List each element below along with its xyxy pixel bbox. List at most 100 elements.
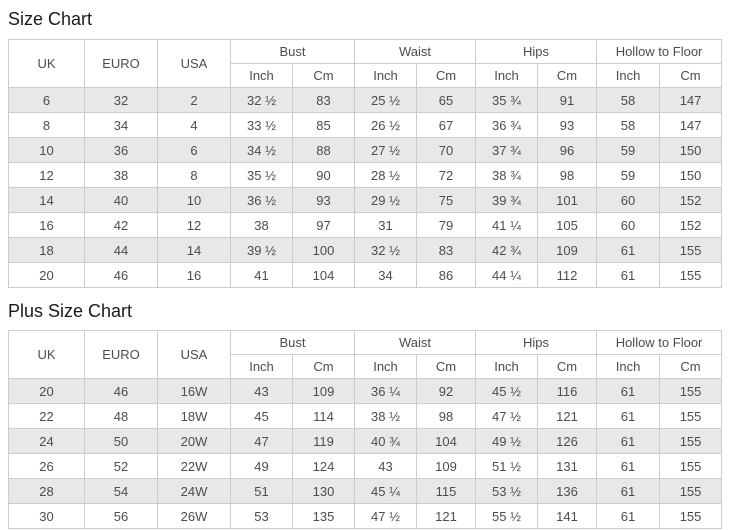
table-cell: 61 xyxy=(596,262,661,288)
table-cell: 150 xyxy=(659,137,723,163)
table-cell: 55 ½ xyxy=(475,503,539,529)
column-subheader-cm: Cm xyxy=(416,63,477,88)
size-chart-body: 6 32 2 32 ½ 83 25 ½ 65 35 ¾ 91 58 147 8 34 4 33 ½ 85 26 … xyxy=(8,87,723,288)
column-subheader-inch: Inch xyxy=(230,354,293,379)
table-cell: 36 ¾ xyxy=(475,112,539,138)
table-cell: 52 xyxy=(84,453,158,479)
table-cell: 16 xyxy=(8,212,85,238)
table-cell: 14 xyxy=(157,237,231,263)
table-cell: 150 xyxy=(659,162,723,188)
table-cell: 130 xyxy=(291,478,356,504)
table-cell: 40 ¾ xyxy=(354,428,418,454)
size-chart-table: UK EURO USA Bust Waist Hips Hollow to Fl… xyxy=(8,39,723,288)
table-cell: 37 ¾ xyxy=(475,137,539,163)
column-subheader-inch: Inch xyxy=(596,63,661,88)
table-cell: 121 xyxy=(537,403,598,429)
table-cell: 12 xyxy=(157,212,231,238)
table-cell: 155 xyxy=(659,478,723,504)
table-cell: 43 xyxy=(354,453,418,479)
column-group-waist: Waist xyxy=(354,330,477,355)
table-cell: 124 xyxy=(291,453,356,479)
table-cell: 147 xyxy=(659,87,723,113)
table-row: 16 42 12 38 97 31 79 41 ¼ 105 60 152 xyxy=(8,212,723,238)
table-cell: 83 xyxy=(416,237,477,263)
table-cell: 56 xyxy=(84,503,158,529)
table-cell: 32 ½ xyxy=(354,237,418,263)
table-cell: 42 ¾ xyxy=(475,237,539,263)
table-cell: 36 xyxy=(84,137,158,163)
column-header-usa: USA xyxy=(157,330,231,379)
table-cell: 47 ½ xyxy=(475,403,539,429)
column-subheader-cm: Cm xyxy=(291,354,356,379)
table-row: 30 56 26W 53 135 47 ½ 121 55 ½ 141 61 155 xyxy=(8,503,723,529)
table-row: 20 46 16 41 104 34 86 44 ¼ 112 61 155 xyxy=(8,262,723,288)
table-cell: 34 xyxy=(84,112,158,138)
column-subheader-inch: Inch xyxy=(354,63,418,88)
table-cell: 35 ½ xyxy=(230,162,293,188)
column-header-uk: UK xyxy=(8,39,85,88)
table-cell: 8 xyxy=(157,162,231,188)
table-cell: 155 xyxy=(659,262,723,288)
table-cell: 96 xyxy=(537,137,598,163)
column-subheader-cm: Cm xyxy=(537,63,598,88)
table-cell: 35 ¾ xyxy=(475,87,539,113)
table-cell: 26 ½ xyxy=(354,112,418,138)
table-cell: 18W xyxy=(157,403,231,429)
table-cell: 93 xyxy=(291,187,356,213)
table-cell: 25 ½ xyxy=(354,87,418,113)
table-cell: 98 xyxy=(416,403,477,429)
table-cell: 50 xyxy=(84,428,158,454)
column-header-uk: UK xyxy=(8,330,85,379)
table-cell: 24W xyxy=(157,478,231,504)
table-cell: 18 xyxy=(8,237,85,263)
table-cell: 2 xyxy=(157,87,231,113)
table-cell: 115 xyxy=(416,478,477,504)
table-cell: 12 xyxy=(8,162,85,188)
table-cell: 41 xyxy=(230,262,293,288)
table-row: 8 34 4 33 ½ 85 26 ½ 67 36 ¾ 93 58 147 xyxy=(8,112,723,138)
table-cell: 58 xyxy=(596,87,661,113)
column-subheader-cm: Cm xyxy=(659,354,723,379)
table-cell: 24 xyxy=(8,428,85,454)
table-row: 26 52 22W 49 124 43 109 51 ½ 131 61 155 xyxy=(8,453,723,479)
table-cell: 34 xyxy=(354,262,418,288)
table-cell: 38 ¾ xyxy=(475,162,539,188)
table-cell: 14 xyxy=(8,187,85,213)
table-cell: 44 xyxy=(84,237,158,263)
table-cell: 38 xyxy=(84,162,158,188)
table-cell: 61 xyxy=(596,453,661,479)
table-cell: 104 xyxy=(291,262,356,288)
table-cell: 60 xyxy=(596,212,661,238)
table-row: 24 50 20W 47 119 40 ¾ 104 49 ½ 126 61 155 xyxy=(8,428,723,454)
table-cell: 121 xyxy=(416,503,477,529)
table-cell: 58 xyxy=(596,112,661,138)
table-cell: 46 xyxy=(84,262,158,288)
table-cell: 152 xyxy=(659,212,723,238)
table-cell: 109 xyxy=(537,237,598,263)
table-row: 18 44 14 39 ½ 100 32 ½ 83 42 ¾ 109 61 155 xyxy=(8,237,723,263)
table-cell: 61 xyxy=(596,428,661,454)
column-header-euro: EURO xyxy=(84,330,158,379)
table-cell: 114 xyxy=(291,403,356,429)
table-cell: 61 xyxy=(596,237,661,263)
table-row: 22 48 18W 45 114 38 ½ 98 47 ½ 121 61 155 xyxy=(8,403,723,429)
table-cell: 42 xyxy=(84,212,158,238)
table-row: 12 38 8 35 ½ 90 28 ½ 72 38 ¾ 98 59 150 xyxy=(8,162,723,188)
table-cell: 28 ½ xyxy=(354,162,418,188)
table-cell: 8 xyxy=(8,112,85,138)
table-cell: 28 xyxy=(8,478,85,504)
table-cell: 97 xyxy=(291,212,356,238)
column-group-hollow-to-floor: Hollow to Floor xyxy=(596,39,723,64)
column-subheader-inch: Inch xyxy=(354,354,418,379)
table-cell: 88 xyxy=(291,137,356,163)
table-cell: 22 xyxy=(8,403,85,429)
table-cell: 109 xyxy=(416,453,477,479)
table-cell: 29 ½ xyxy=(354,187,418,213)
column-subheader-cm: Cm xyxy=(416,354,477,379)
table-cell: 93 xyxy=(537,112,598,138)
plus-size-chart-header: UK EURO USA Bust Waist Hips Hollow to Fl… xyxy=(8,330,723,379)
table-cell: 155 xyxy=(659,378,723,404)
column-group-bust: Bust xyxy=(229,330,356,355)
table-cell: 155 xyxy=(659,453,723,479)
table-cell: 34 ½ xyxy=(230,137,293,163)
